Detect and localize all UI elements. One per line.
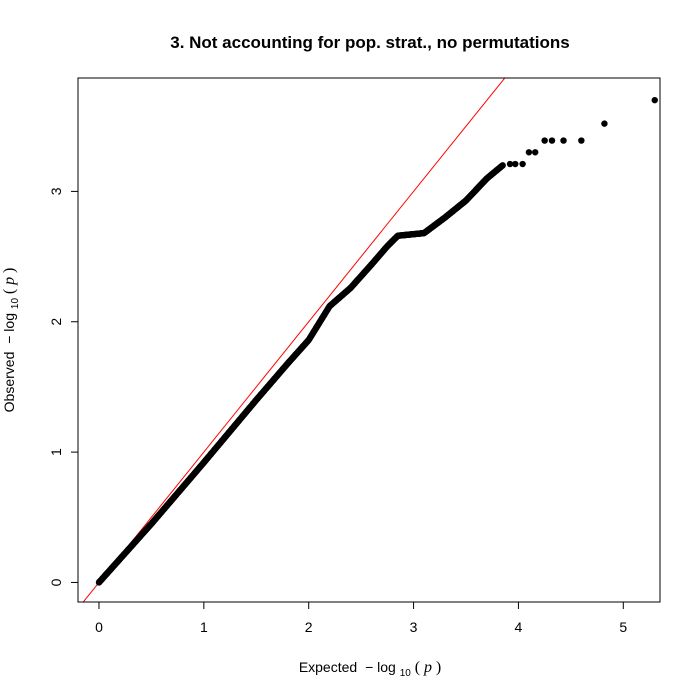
data-point	[548, 137, 556, 144]
x-axis: 0 1 2 3 4 5	[95, 601, 627, 635]
x-axis-label-prefix: Expected	[299, 659, 357, 675]
data-point	[601, 120, 608, 127]
x-axis-label-var: p	[423, 659, 432, 676]
x-axis-label-base: 10	[400, 668, 412, 679]
data-point	[532, 149, 539, 156]
data-point	[525, 149, 533, 156]
x-tick-label: 2	[305, 619, 313, 635]
x-tick-label: 3	[410, 619, 418, 635]
x-axis-label-minus: −	[365, 659, 373, 675]
data-point	[560, 137, 567, 144]
x-tick-label: 4	[515, 619, 523, 635]
data-points	[95, 96, 658, 586]
y-axis-label-var: p	[1, 277, 18, 286]
y-axis: 0 1 2 3	[48, 187, 79, 586]
y-tick-label: 3	[48, 187, 64, 195]
y-axis-label-log: log	[1, 313, 17, 332]
data-point	[506, 160, 514, 168]
y-axis-label-minus: −	[1, 336, 17, 344]
data-point	[519, 160, 526, 168]
chart-title: 3. Not accounting for pop. strat., no pe…	[170, 33, 570, 52]
x-tick-label: 1	[200, 619, 208, 635]
data-point	[651, 96, 658, 104]
x-axis-label-open: (	[415, 659, 420, 676]
y-axis-label: Observed − log 10 ( p )	[1, 268, 21, 413]
x-axis-label-log: log	[377, 659, 396, 675]
data-point	[541, 137, 548, 144]
x-tick-label: 5	[619, 619, 627, 635]
data-point	[499, 162, 506, 169]
y-axis-label-close: )	[1, 268, 18, 273]
x-axis-label: Expected − log 10 ( p )	[299, 659, 441, 679]
x-tick-label: 0	[95, 619, 103, 635]
y-tick-label: 0	[48, 578, 64, 586]
y-axis-label-open: (	[1, 289, 18, 294]
y-tick-label: 2	[48, 318, 64, 326]
y-tick-label: 1	[48, 448, 64, 456]
x-axis-label-close: )	[436, 659, 441, 676]
data-point	[512, 160, 519, 168]
y-axis-label-base: 10	[10, 298, 21, 310]
data-point	[578, 137, 585, 144]
y-axis-label-prefix: Observed	[1, 352, 17, 413]
